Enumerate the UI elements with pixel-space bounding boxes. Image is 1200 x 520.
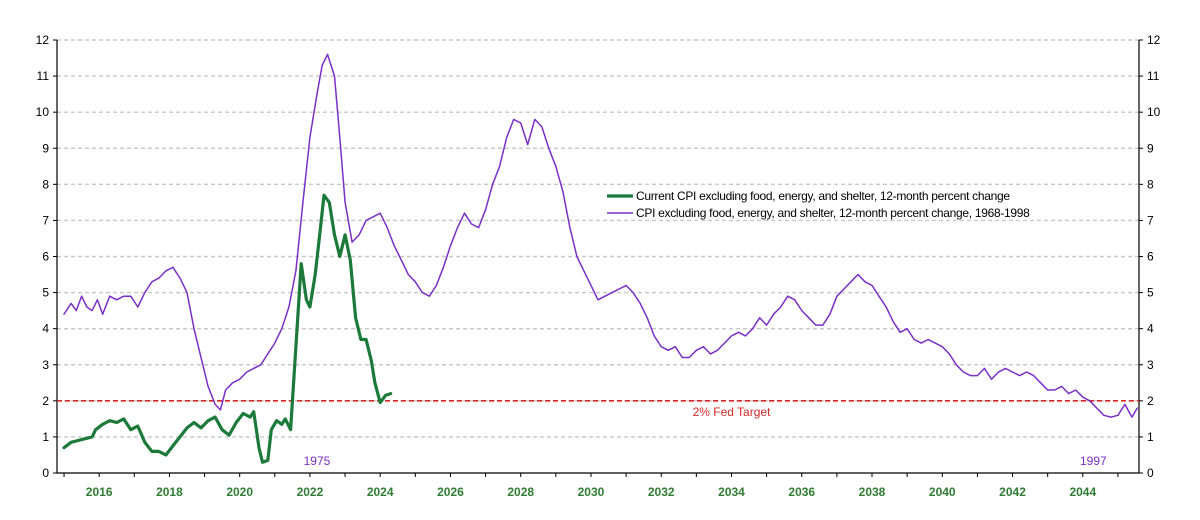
y-tick-label-left: 11 bbox=[37, 69, 50, 83]
y-tick-label-right: 5 bbox=[1147, 286, 1154, 300]
y-tick-label-right: 12 bbox=[1147, 33, 1161, 47]
year-annotation: 1975 bbox=[304, 454, 331, 468]
y-tick-label-right: 3 bbox=[1147, 358, 1154, 372]
x-tick-label: 2026 bbox=[437, 485, 464, 499]
y-tick-label-left: 12 bbox=[36, 33, 50, 47]
x-tick-label: 2038 bbox=[859, 485, 886, 499]
y-tick-label-left: 7 bbox=[42, 213, 49, 227]
x-tick-label: 2032 bbox=[648, 485, 675, 499]
x-tick-label: 2040 bbox=[929, 485, 956, 499]
x-tick-label: 2030 bbox=[578, 485, 605, 499]
x-tick-label: 2022 bbox=[297, 485, 324, 499]
legend-entry-label: Current CPI excluding food, energy, and … bbox=[636, 189, 1010, 203]
y-tick-label-left: 4 bbox=[42, 322, 49, 336]
y-tick-label-left: 5 bbox=[42, 286, 49, 300]
y-tick-label-right: 0 bbox=[1147, 466, 1154, 480]
series-line-current-cpi bbox=[62, 193, 393, 464]
y-tick-label-left: 9 bbox=[42, 141, 49, 155]
x-tick-label: 2044 bbox=[1069, 485, 1096, 499]
year-annotation: 1997 bbox=[1080, 454, 1107, 468]
x-tick-label: 2036 bbox=[788, 485, 815, 499]
annotation-layer: 2% Fed Target 1975 1997 bbox=[304, 405, 1107, 468]
y-tick-label-right: 8 bbox=[1147, 177, 1154, 191]
x-tick-label: 2024 bbox=[367, 485, 394, 499]
x-tick-label: 2018 bbox=[156, 485, 183, 499]
y-tick-label-right: 10 bbox=[1147, 105, 1161, 119]
y-tick-label-right: 4 bbox=[1147, 322, 1154, 336]
x-tick-label: 2016 bbox=[86, 485, 113, 499]
x-tick-label: 2042 bbox=[999, 485, 1026, 499]
y-tick-label-right: 9 bbox=[1147, 141, 1154, 155]
y-tick-label-right: 6 bbox=[1147, 250, 1154, 264]
legend: Current CPI excluding food, energy, and … bbox=[607, 189, 1030, 220]
y-tick-label-left: 0 bbox=[42, 466, 49, 480]
y-tick-label-left: 10 bbox=[36, 105, 50, 119]
grid-layer bbox=[57, 39, 1139, 438]
series-line-historical-cpi bbox=[63, 53, 1138, 418]
fed-target-label: 2% Fed Target bbox=[693, 405, 771, 419]
y-tick-label-left: 2 bbox=[42, 394, 49, 408]
y-tick-label-right: 2 bbox=[1147, 394, 1154, 408]
x-tick-label: 2034 bbox=[718, 485, 745, 499]
y-tick-label-left: 3 bbox=[42, 358, 49, 372]
y-tick-label-left: 6 bbox=[42, 250, 49, 264]
x-tick-label: 2020 bbox=[226, 485, 253, 499]
series-layer bbox=[57, 53, 1139, 464]
legend-entry-label: CPI excluding food, energy, and shelter,… bbox=[636, 206, 1030, 220]
y-tick-label-right: 7 bbox=[1147, 213, 1154, 227]
y-tick-label-left: 8 bbox=[42, 177, 49, 191]
y-tick-label-right: 1 bbox=[1147, 430, 1154, 444]
y-tick-label-right: 11 bbox=[1147, 69, 1160, 83]
x-tick-label: 2028 bbox=[507, 485, 534, 499]
y-tick-label-left: 1 bbox=[42, 430, 49, 444]
